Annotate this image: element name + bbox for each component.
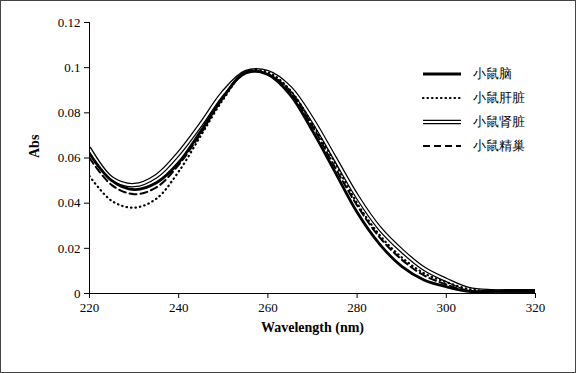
html-text:小鼠肾脏: 小鼠肾脏 — [473, 114, 525, 129]
svg-text:Abs: Abs — [27, 134, 42, 158]
svg-text:0.02: 0.02 — [58, 240, 81, 255]
svg-text:0.08: 0.08 — [58, 105, 81, 120]
html-text:小鼠脑: 小鼠脑 — [473, 66, 512, 81]
svg-text:240: 240 — [169, 300, 189, 315]
svg-text:0: 0 — [74, 286, 81, 301]
svg-text:Wavelength (nm): Wavelength (nm) — [261, 320, 364, 336]
svg-text:0.1: 0.1 — [64, 60, 80, 75]
html-text:小鼠肝脏: 小鼠肝脏 — [473, 90, 525, 105]
svg-text:260: 260 — [258, 300, 278, 315]
svg-text:0.12: 0.12 — [58, 15, 81, 30]
svg-text:320: 320 — [526, 300, 546, 315]
svg-text:300: 300 — [437, 300, 457, 315]
svg-text:0.04: 0.04 — [58, 195, 81, 210]
svg-text:280: 280 — [347, 300, 367, 315]
svg-text:0.06: 0.06 — [58, 150, 81, 165]
html-text:小鼠精巢: 小鼠精巢 — [473, 138, 525, 153]
svg-text:220: 220 — [80, 300, 100, 315]
